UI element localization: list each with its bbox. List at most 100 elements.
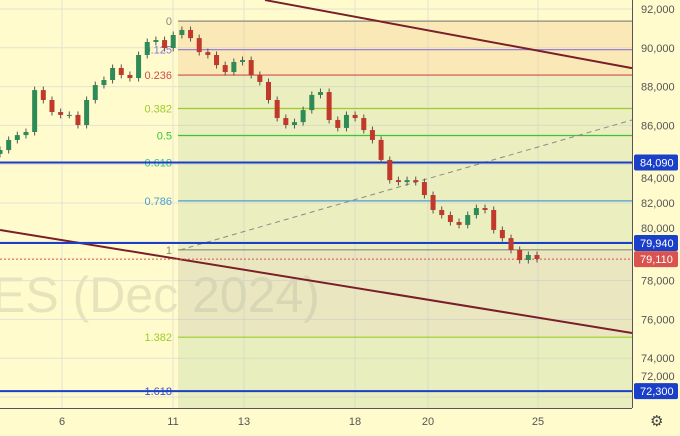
price-tick-label: 90,000 [641,43,675,55]
candle [0,146,3,158]
time-tick-label: 18 [349,416,361,428]
candle-body [283,118,289,126]
candle [413,176,419,186]
candle-body [49,99,55,113]
candle [266,78,271,104]
candle-body [58,112,64,115]
candle [456,218,462,229]
candle-body [248,60,254,75]
candle-body [162,40,168,48]
time-tick-label: 6 [59,416,65,428]
candle [274,96,280,122]
candle-body [257,74,263,82]
candle [118,64,124,79]
fib-level-label: 0.236 [144,70,172,82]
candle [317,88,323,99]
candle-body [14,135,20,140]
price-tick-label: 72,000 [641,371,675,383]
time-axis[interactable] [0,408,632,436]
candle-body [274,99,280,119]
candle-body [127,74,133,79]
last-price-label: 79,110 [640,254,673,266]
candle [499,226,505,242]
candle-body [300,110,306,123]
candle [361,114,367,134]
fib-level-label: 1.618 [144,386,172,398]
candle-body [110,67,116,81]
price-tick-label: 92,000 [641,4,675,16]
candle-body [317,92,323,95]
price-tick-label: 78,000 [641,276,675,288]
candle [231,58,237,76]
candle-body [6,139,12,151]
candle [534,251,540,263]
fib-level-label: 0.5 [157,130,172,142]
fib-level-label: 1.382 [144,332,172,344]
candle-body [378,139,384,160]
candle-body [118,67,124,75]
candle-body [188,29,194,39]
time-tick-label: 20 [422,416,434,428]
candle [84,96,90,129]
candle [482,204,488,214]
candle [378,136,384,164]
candle-body [153,40,159,42]
candle [92,81,98,104]
candle [508,234,514,254]
candle [326,88,332,124]
candle-body [413,180,419,183]
candle-body [231,61,237,73]
candle-body [352,114,358,119]
candle-body [335,119,341,128]
candle-body [361,118,367,131]
price-tick-label: 84,000 [641,173,675,185]
fib-zone [178,337,632,408]
time-tick-label: 11 [167,416,178,428]
level-price-badge [634,383,678,400]
candle-body [205,52,211,55]
candle [430,191,436,214]
candle-body [395,180,401,183]
candle [6,136,12,154]
candle [352,111,358,122]
candle [222,61,228,76]
candle-body [75,114,81,126]
candle [291,118,297,129]
candle [179,26,185,39]
candle [110,64,116,84]
candle-body [465,215,471,225]
symbol-watermark: ES (Dec 2024) [0,267,320,323]
price-axis[interactable] [632,0,680,408]
candle [205,48,211,59]
candle-body [499,229,505,239]
candle-body [439,209,445,216]
candle [473,204,479,219]
candle [369,126,375,144]
fib-level-label: 0.786 [144,196,172,208]
candle [23,128,29,139]
candle-body [525,254,531,261]
settings-icon[interactable]: ⚙ [650,413,664,430]
candle [525,251,531,264]
candle [300,106,306,126]
candle [153,36,159,46]
candle-body [92,85,98,100]
candle-body [40,90,46,100]
candle [309,91,315,114]
candle [170,31,176,52]
candle-body [508,238,514,250]
candle [240,56,246,66]
fib-level-label: 0.618 [144,157,172,169]
candle [196,34,202,56]
candle [144,38,150,59]
candle [40,86,46,104]
fib-level-label: 0 [166,16,172,28]
candle [101,76,107,89]
level-price-badge [634,154,678,171]
candle [32,86,38,136]
last-price-badge [634,251,678,268]
candle [491,206,497,234]
fib-zone [178,249,632,338]
